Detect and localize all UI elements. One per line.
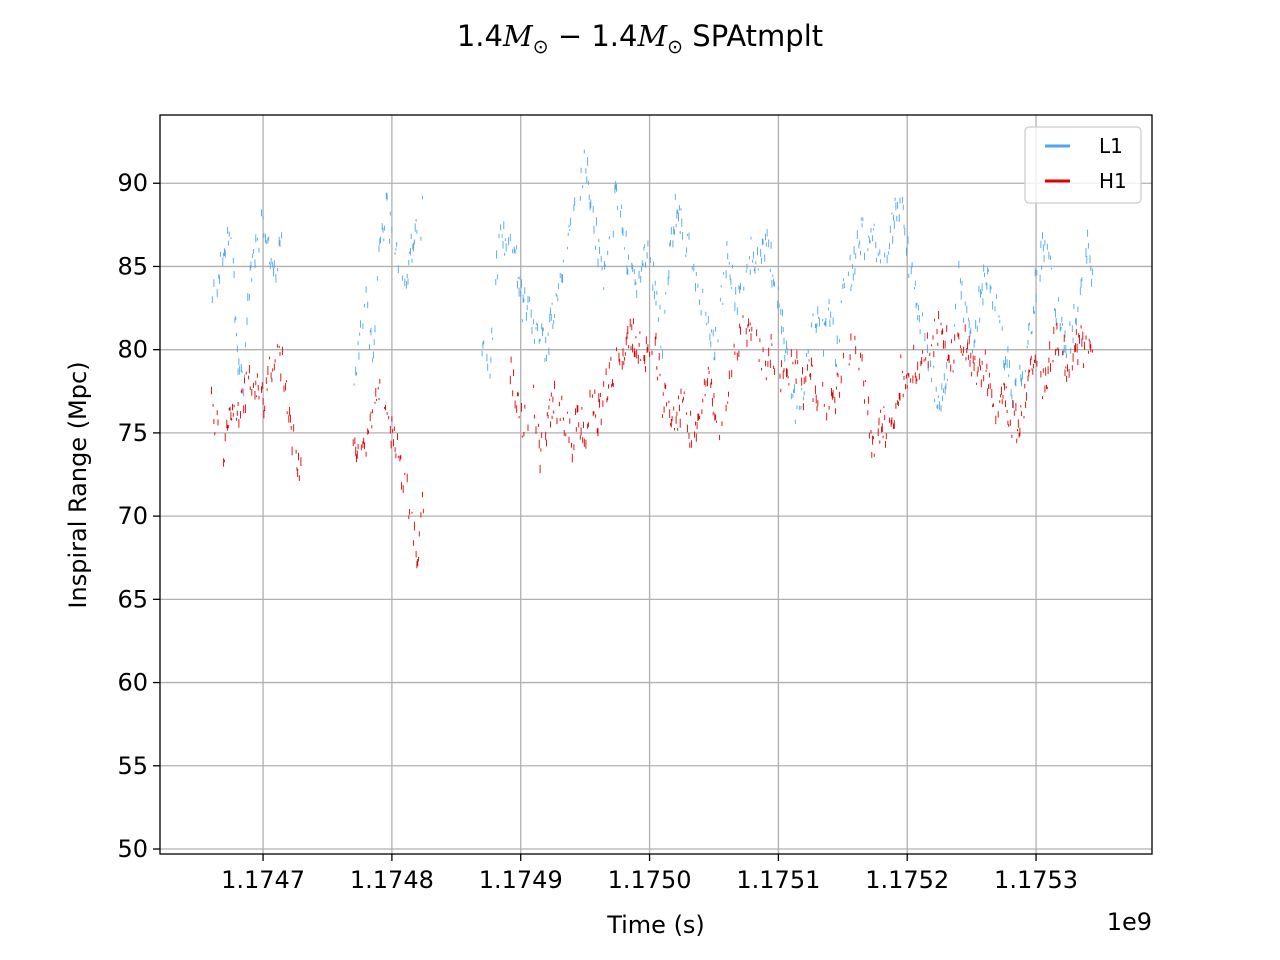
plot-frame (159, 114, 1153, 855)
y-tick-label-1: 55 (117, 752, 148, 780)
y-tick-label-5: 75 (117, 419, 148, 447)
x-tick-label-6: 1.1753 (994, 866, 1078, 894)
series-layer (211, 149, 1093, 569)
grid (160, 115, 1152, 854)
y-tick-label-3: 65 (117, 585, 148, 613)
chart-title: 1.4M⊙ − 1.4M⊙ SPAtmplt (457, 19, 823, 58)
x-offset-label: 1e9 (1107, 908, 1152, 936)
x-axis: 1.1747 1.1748 1.1749 1.1750 1.1751 1.1752 1.17… (221, 854, 1078, 894)
x-tick-label-0: 1.1747 (221, 866, 305, 894)
legend-label-H1: H1 (1099, 169, 1127, 193)
y-axis-label: Inspiral Range (Mpc) (64, 361, 92, 608)
series-L1 (211, 149, 1093, 425)
series-H1 (211, 311, 1093, 569)
y-tick-label-0: 50 (117, 835, 148, 863)
legend-label-L1: L1 (1099, 134, 1123, 158)
x-tick-label-4: 1.1751 (736, 866, 820, 894)
y-tick-label-8: 90 (117, 169, 148, 197)
y-tick-label-4: 70 (117, 502, 148, 530)
series-line-H1 (211, 311, 1093, 569)
x-tick-label-1: 1.1748 (350, 866, 434, 894)
y-axis: 50 55 60 65 70 75 80 85 90 (117, 169, 160, 863)
x-axis-label: Time (s) (606, 911, 705, 939)
y-tick-label-2: 60 (117, 669, 148, 697)
x-tick-label-5: 1.1752 (865, 866, 949, 894)
series-line-L1 (211, 149, 1093, 425)
y-tick-label-7: 85 (117, 252, 148, 280)
x-tick-label-2: 1.1749 (479, 866, 563, 894)
x-tick-label-3: 1.1750 (608, 866, 692, 894)
y-tick-label-6: 80 (117, 336, 148, 364)
